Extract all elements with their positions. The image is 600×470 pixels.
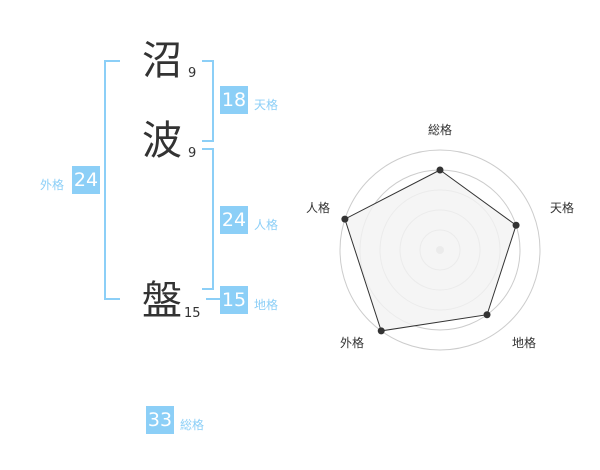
radar-point [341,215,349,223]
radar-point [512,221,520,229]
radar-axis-label-tenkaku: 天格 [550,200,574,215]
radar-axis-label-chikaku: 地格 [512,335,536,350]
soukaku-label: 総格 [180,418,205,432]
radar-point [483,311,491,319]
radar-axis-label-gaikaku: 外格 [340,335,364,350]
stroke-count-2: 9 [188,146,197,161]
tenkaku-bracket [202,60,214,142]
radar-grid-ring [339,149,541,351]
jinkaku-bracket [202,148,214,290]
radar-polygon [344,169,517,332]
radar-point [377,327,385,335]
tenkaku-value: 18 [220,86,248,114]
radar-axis-label-soukaku: 総格 [428,122,452,137]
gaikaku-label: 外格 [40,178,65,192]
stroke-count-1: 9 [188,66,197,81]
chikaku-label: 地格 [254,298,279,312]
radar-axis-label-jinkaku: 人格 [306,200,330,215]
stroke-count-3: 15 [184,306,201,321]
chikaku-value: 15 [220,286,248,314]
gaikaku-value: 24 [72,166,100,194]
gaikaku-bracket [104,60,120,300]
radar-point [436,166,444,174]
name-char-2: 波 [142,118,182,164]
jinkaku-label: 人格 [254,218,279,232]
name-char-3: 盤 [142,278,182,324]
chikaku-connector [206,298,220,300]
name-char-1: 沼 [142,38,182,84]
tenkaku-label: 天格 [254,98,279,112]
jinkaku-value: 24 [220,206,248,234]
soukaku-value: 33 [146,406,174,434]
